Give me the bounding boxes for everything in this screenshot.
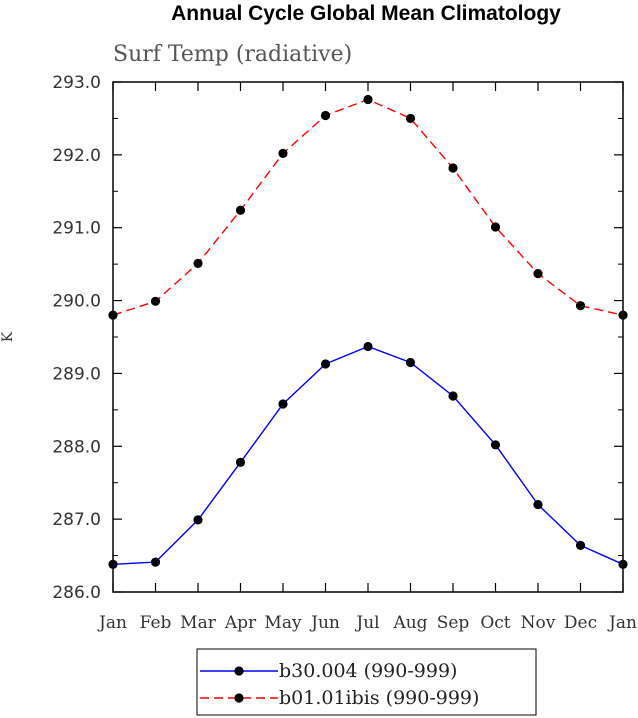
x-tick-label: Oct bbox=[480, 613, 510, 633]
series-0-point bbox=[405, 357, 416, 368]
y-tick-label: 293.0 bbox=[52, 73, 101, 93]
legend-box bbox=[196, 648, 537, 716]
legend: b30.004 (990-999) b01.01ibis (990-999) bbox=[200, 660, 479, 709]
x-tick-label: Nov bbox=[521, 613, 556, 633]
x-tick-label: Jan bbox=[97, 613, 127, 633]
series-0-point bbox=[278, 399, 288, 409]
chart-title: Annual Cycle Global Mean Climatology bbox=[171, 2, 561, 25]
plot-area bbox=[108, 94, 628, 569]
y-tick-label: 292.0 bbox=[52, 146, 101, 166]
series-1-point bbox=[575, 301, 586, 311]
series-1-point bbox=[363, 94, 373, 105]
y-tick-label: 286.0 bbox=[52, 583, 101, 603]
series-1-point bbox=[235, 205, 246, 215]
series-0-point bbox=[108, 559, 118, 569]
series-1-point bbox=[320, 110, 331, 121]
legend-label-0: b30.004 (990-999) bbox=[279, 660, 457, 682]
series-0-point bbox=[448, 391, 458, 401]
legend-marker-1 bbox=[234, 693, 244, 703]
x-tick-label: Feb bbox=[140, 613, 172, 633]
legend-marker-0 bbox=[234, 666, 244, 676]
series-1-point bbox=[448, 163, 458, 173]
x-tick-label: Apr bbox=[224, 613, 257, 633]
x-tick-label: Dec bbox=[564, 613, 597, 633]
y-tick-label: 291.0 bbox=[52, 219, 101, 239]
plot-frame bbox=[112, 81, 624, 593]
series-1-point bbox=[193, 258, 203, 269]
series-0-point bbox=[533, 499, 543, 510]
series-1-point bbox=[150, 296, 161, 306]
x-tick-label: May bbox=[264, 613, 302, 633]
chart-subtitle: Surf Temp (radiative) bbox=[113, 42, 352, 67]
x-tick-label: Aug bbox=[392, 613, 427, 633]
series-1-point bbox=[405, 113, 416, 124]
y-tick-label: 287.0 bbox=[52, 510, 101, 530]
series-0-point bbox=[575, 540, 586, 550]
series-0-point bbox=[235, 457, 246, 467]
series-0-point bbox=[320, 359, 331, 369]
series-0-point bbox=[150, 557, 161, 567]
y-tick-label: 288.0 bbox=[52, 437, 101, 457]
series-0-point bbox=[490, 440, 501, 450]
x-tick-label: Jan bbox=[607, 613, 637, 633]
series-1-point bbox=[533, 269, 543, 279]
series-line-0 bbox=[112, 345, 624, 565]
y-tick-label: 290.0 bbox=[52, 292, 101, 312]
series-1-point bbox=[278, 148, 288, 158]
y-tick-label: 289.0 bbox=[52, 364, 101, 384]
y-axis-label: K bbox=[0, 331, 16, 342]
x-tick-label: Jul bbox=[354, 613, 379, 633]
x-tick-label: Sep bbox=[437, 613, 470, 633]
x-tick-label: Mar bbox=[180, 613, 217, 633]
x-tick-label: Jun bbox=[309, 613, 340, 633]
series-0-point bbox=[363, 341, 373, 352]
x-axis: Jan Feb Mar Apr May Jun Jul Aug Sep Oct Nov Dec Jan bbox=[97, 82, 637, 633]
series-0-point bbox=[618, 559, 628, 569]
y-axis: 286.0 287.0 288.0 289.0 290.0 291.0 292.0 293.0 bbox=[52, 73, 623, 603]
series-line-1 bbox=[112, 98, 624, 316]
legend-label-1: b01.01ibis (990-999) bbox=[279, 687, 479, 709]
series-1-point bbox=[108, 310, 118, 320]
series-1-point bbox=[490, 222, 501, 232]
series-1-point bbox=[618, 310, 628, 320]
series-0-point bbox=[193, 515, 203, 525]
